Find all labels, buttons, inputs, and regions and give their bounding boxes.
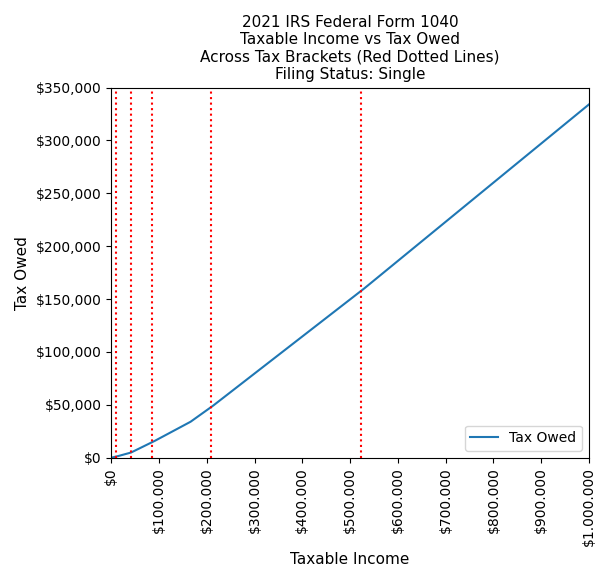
Tax Owed (500, 171, 508, 178)
Legend: Tax Owed: Tax Owed (465, 425, 582, 451)
Tax Owed (394, 257, 401, 264)
Title: 2021 IRS Federal Form 1040
Taxable Income vs Tax Owed
Across Tax Brackets (Red D: 2021 IRS Federal Form 1040 Taxable Incom… (200, 15, 500, 82)
Line: Tax Owed: Tax Owed (111, 104, 589, 457)
Tax Owed (464, 200, 471, 207)
Tax Owed (419, 237, 426, 244)
Tax Owed (290, 340, 298, 347)
X-axis label: Taxable Income: Taxable Income (290, 552, 410, 567)
Y-axis label: Tax Owed: Tax Owed (15, 236, 30, 310)
Tax Owed (194, 413, 202, 420)
Tax Owed (108, 454, 115, 461)
Tax Owed (585, 101, 593, 108)
